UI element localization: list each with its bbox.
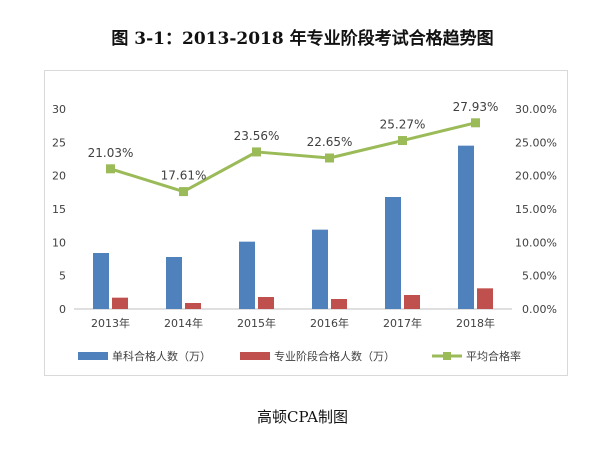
pass-rate-data-label: 17.61% bbox=[161, 169, 207, 183]
bar-professional-stage-2016年 bbox=[331, 299, 347, 309]
bar-professional-stage-2015年 bbox=[258, 297, 274, 309]
y-right-tick-label: 5.00% bbox=[522, 270, 557, 283]
x-tick-label: 2014年 bbox=[164, 316, 203, 330]
bar-single-subject-2014年 bbox=[166, 257, 182, 309]
pass-rate-marker bbox=[325, 153, 334, 163]
y-right-tick-label: 10.00% bbox=[515, 236, 557, 249]
chart-frame bbox=[44, 70, 568, 376]
y-right-tick-label: 20.00% bbox=[515, 170, 557, 183]
pass-rate-line bbox=[110, 121, 476, 194]
y-left-tick-label: 0 bbox=[59, 303, 66, 316]
pass-rate-marker bbox=[398, 136, 407, 146]
y-left-tick-label: 20 bbox=[52, 170, 66, 183]
bar-single-subject-2016年 bbox=[312, 229, 328, 309]
bar-single-subject-2015年 bbox=[239, 241, 255, 309]
x-tick-label: 2017年 bbox=[383, 316, 422, 330]
x-tick-label: 2018年 bbox=[456, 316, 495, 330]
y-right-tick-label: 30.00% bbox=[515, 103, 557, 116]
legend-label-single-subject: 单科合格人数（万） bbox=[112, 349, 211, 363]
legend-label-pass-rate: 平均合格率 bbox=[466, 349, 521, 363]
legend-marker-pass-rate bbox=[443, 352, 451, 360]
pass-rate-data-label: 27.93% bbox=[453, 100, 499, 114]
y-right-tick-label: 25.00% bbox=[515, 136, 557, 149]
pass-rate-data-label: 25.27% bbox=[380, 118, 426, 132]
pass-rate-data-label: 21.03% bbox=[88, 146, 134, 160]
bar-single-subject-2017年 bbox=[385, 197, 401, 309]
y-right-tick-label: 0.00% bbox=[522, 303, 557, 316]
x-tick-label: 2013年 bbox=[91, 316, 130, 330]
y-left-tick-label: 10 bbox=[52, 236, 66, 249]
x-tick-label: 2016年 bbox=[310, 316, 349, 330]
bar-professional-stage-2017年 bbox=[404, 295, 420, 309]
chart-title: 图 3-1：2013-2018 年专业阶段考试合格趋势图 bbox=[111, 29, 494, 49]
legend-label-professional-stage: 专业阶段合格人数（万） bbox=[274, 349, 395, 363]
pass-rate-data-label: 23.56% bbox=[234, 129, 280, 143]
pass-rate-marker bbox=[106, 164, 115, 174]
bar-single-subject-2013年 bbox=[93, 253, 109, 309]
legend-swatch-single-subject bbox=[78, 352, 108, 360]
pass-rate-marker bbox=[471, 118, 480, 128]
bar-professional-stage-2018年 bbox=[477, 288, 493, 309]
pass-rate-marker bbox=[179, 187, 188, 197]
bar-professional-stage-2014年 bbox=[185, 303, 201, 309]
legend-swatch-professional-stage bbox=[240, 352, 270, 360]
credit-caption: 高顿CPA制图 bbox=[256, 408, 349, 426]
bar-single-subject-2018年 bbox=[458, 145, 474, 309]
y-right-tick-label: 15.00% bbox=[515, 203, 557, 216]
y-left-tick-label: 15 bbox=[52, 203, 66, 216]
y-left-tick-label: 5 bbox=[59, 270, 66, 283]
pass-rate-marker bbox=[252, 147, 261, 157]
y-left-tick-label: 25 bbox=[52, 136, 66, 149]
bar-professional-stage-2013年 bbox=[112, 297, 128, 309]
x-tick-label: 2015年 bbox=[237, 316, 276, 330]
y-left-tick-label: 30 bbox=[52, 103, 66, 116]
pass-rate-data-label: 22.65% bbox=[307, 135, 353, 149]
